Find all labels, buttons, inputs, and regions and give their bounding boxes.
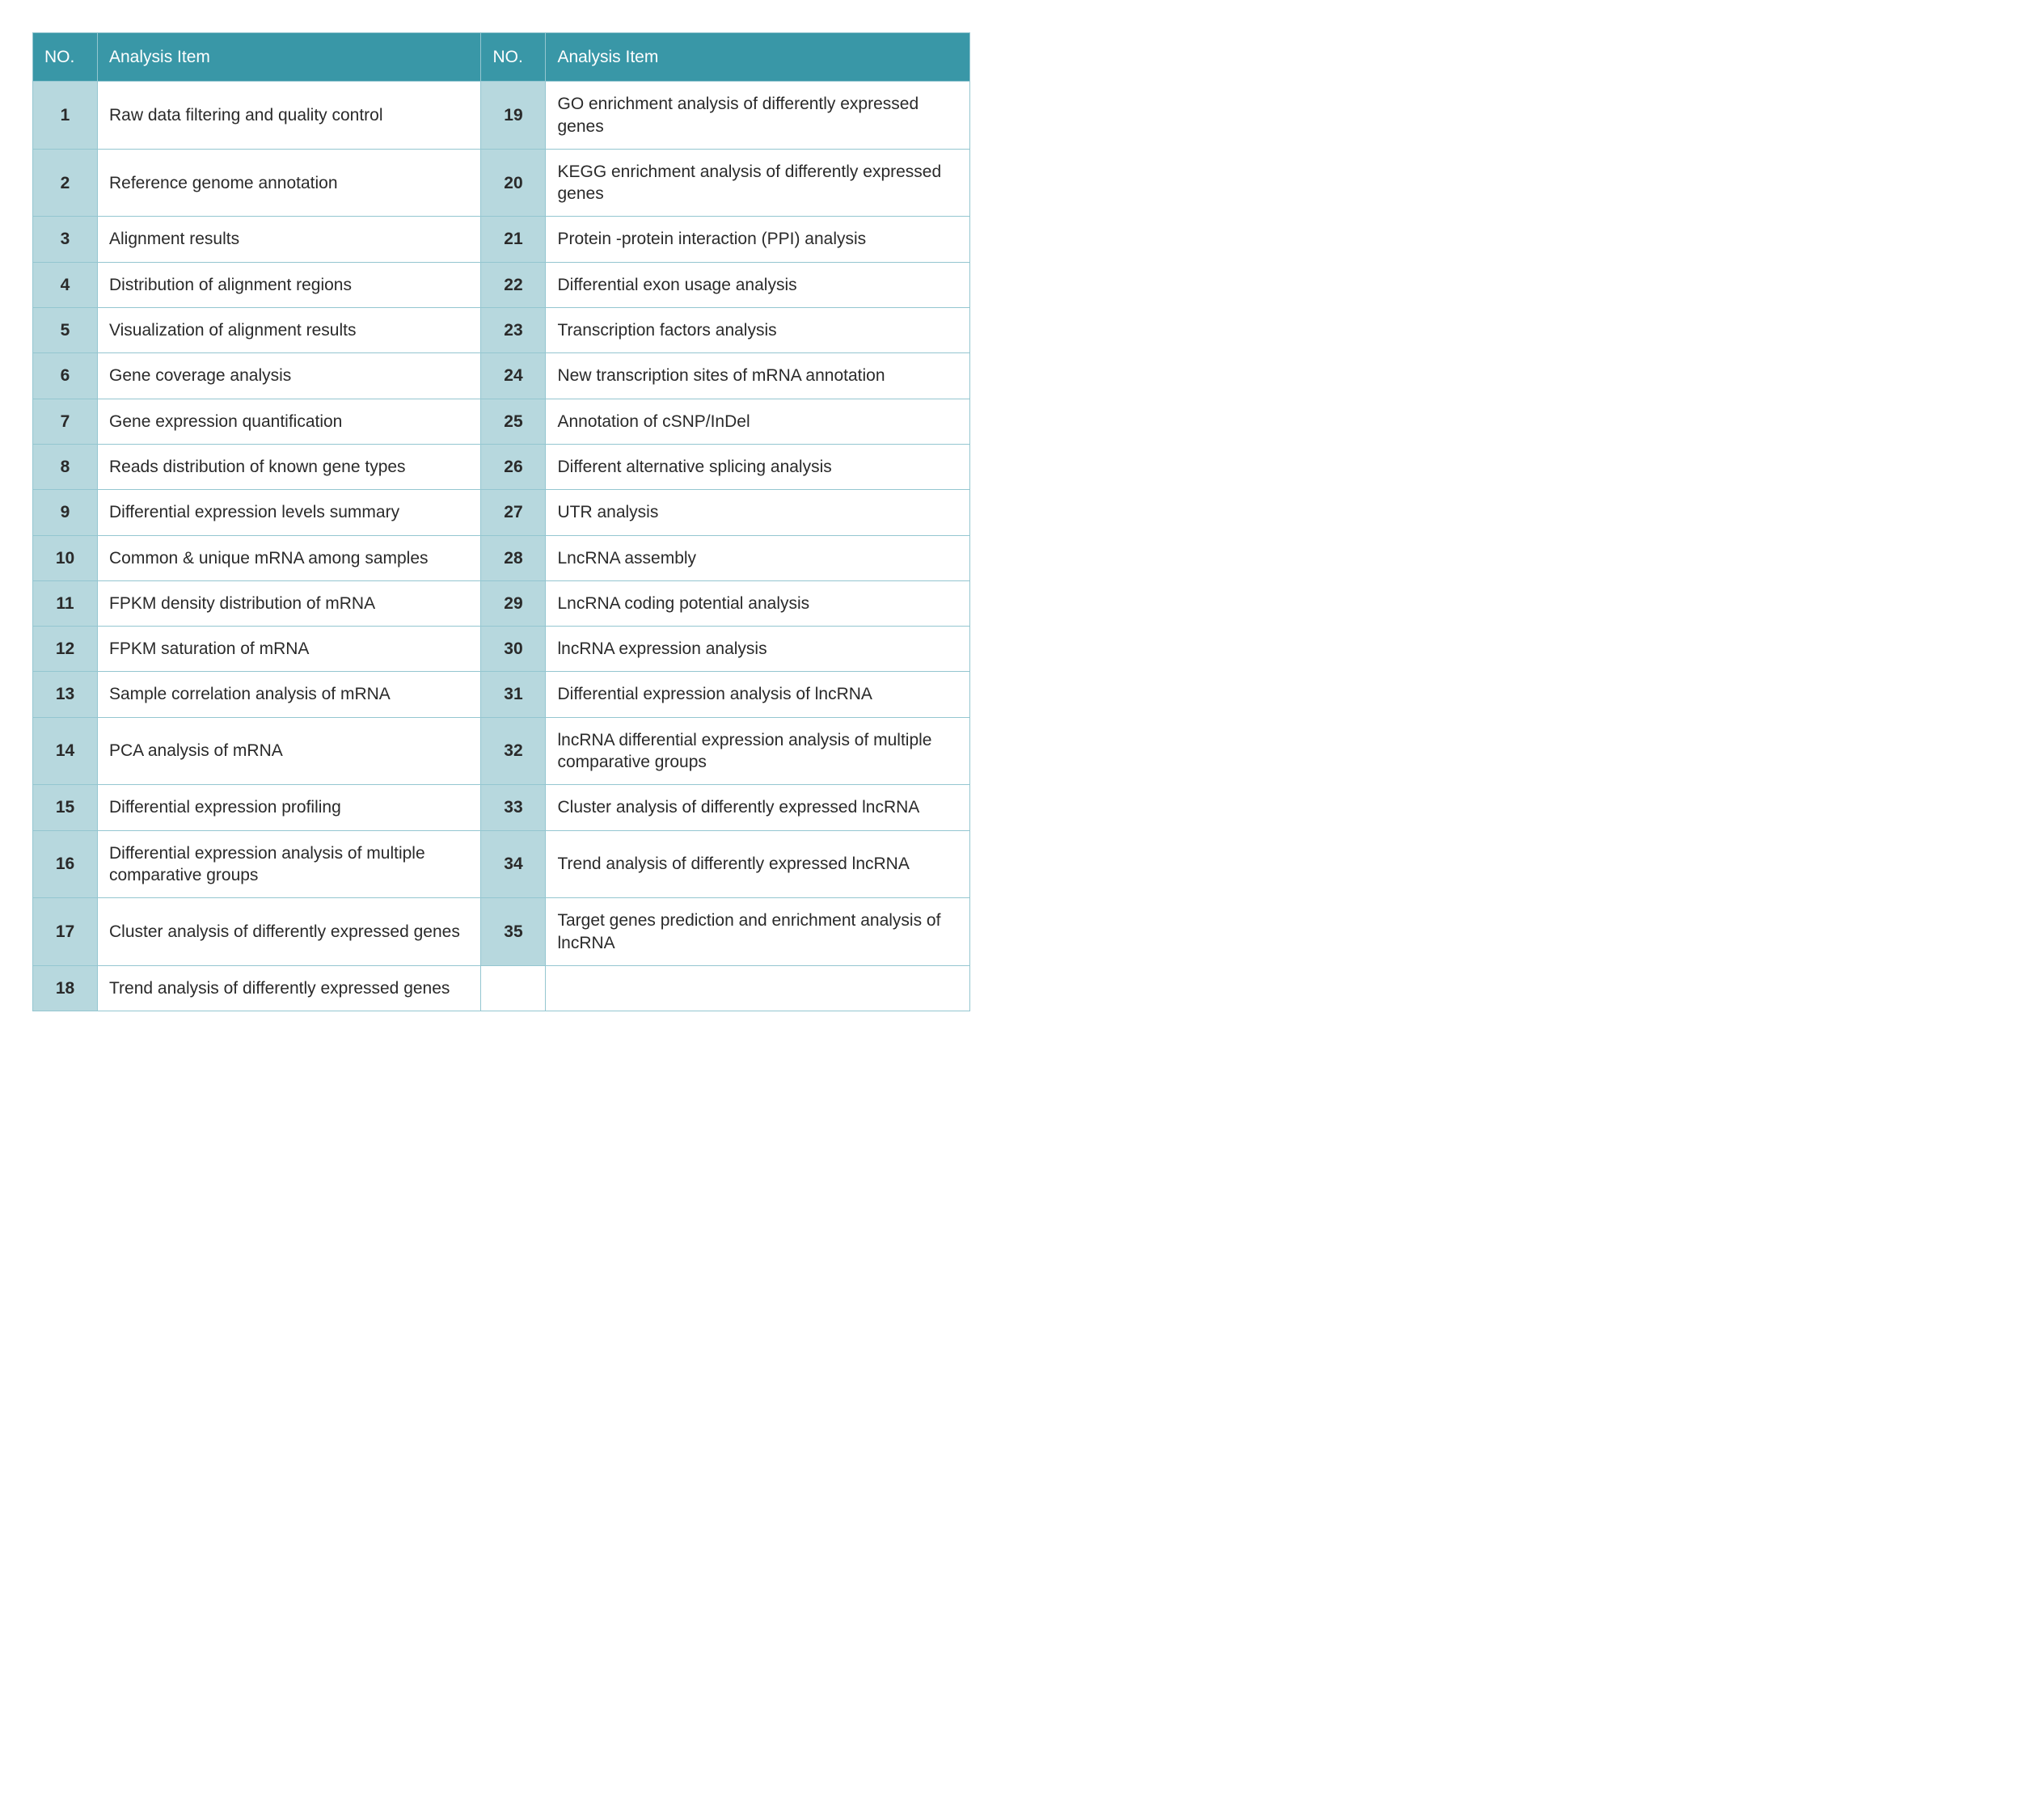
row-number-left: 7: [33, 399, 98, 444]
row-number-right: 24: [481, 353, 546, 399]
row-item-right: Cluster analysis of differently expresse…: [546, 785, 970, 830]
row-item-left: FPKM saturation of mRNA: [98, 627, 481, 672]
row-number-left: 11: [33, 580, 98, 626]
table-row: 18Trend analysis of differently expresse…: [33, 965, 970, 1011]
table-row: 9Differential expression levels summary2…: [33, 490, 970, 535]
row-item-right: KEGG enrichment analysis of differently …: [546, 149, 970, 217]
table-row: 2Reference genome annotation20KEGG enric…: [33, 149, 970, 217]
table-row: 11FPKM density distribution of mRNA29Lnc…: [33, 580, 970, 626]
table-row: 7Gene expression quantification25Annotat…: [33, 399, 970, 444]
table-row: 1Raw data filtering and quality control1…: [33, 82, 970, 150]
row-number-right: 21: [481, 217, 546, 262]
row-item-left: Differential expression profiling: [98, 785, 481, 830]
table-row: 3Alignment results21Protein -protein int…: [33, 217, 970, 262]
col-header-item-right: Analysis Item: [546, 33, 970, 82]
row-item-left: Sample correlation analysis of mRNA: [98, 672, 481, 717]
row-item-right: Annotation of cSNP/InDel: [546, 399, 970, 444]
row-item-right: Transcription factors analysis: [546, 308, 970, 353]
row-item-right: lncRNA differential expression analysis …: [546, 717, 970, 785]
row-number-left: 1: [33, 82, 98, 150]
row-number-left: 6: [33, 353, 98, 399]
col-header-no-left: NO.: [33, 33, 98, 82]
table-row: 15Differential expression profiling33Clu…: [33, 785, 970, 830]
row-item-left: Differential expression analysis of mult…: [98, 830, 481, 898]
row-number-left: 13: [33, 672, 98, 717]
table-row: 16Differential expression analysis of mu…: [33, 830, 970, 898]
row-item-left: Raw data filtering and quality control: [98, 82, 481, 150]
row-number-left: 8: [33, 444, 98, 489]
row-number-right: 32: [481, 717, 546, 785]
row-number-left: 4: [33, 262, 98, 307]
row-number-right: 20: [481, 149, 546, 217]
table-row: 5Visualization of alignment results23Tra…: [33, 308, 970, 353]
row-number-right: 26: [481, 444, 546, 489]
row-number-right: 25: [481, 399, 546, 444]
table-body: 1Raw data filtering and quality control1…: [33, 82, 970, 1011]
row-item-right: Protein -protein interaction (PPI) analy…: [546, 217, 970, 262]
row-item-left: Differential expression levels summary: [98, 490, 481, 535]
row-item-left: PCA analysis of mRNA: [98, 717, 481, 785]
row-item-right: LncRNA coding potential analysis: [546, 580, 970, 626]
row-item-left: Common & unique mRNA among samples: [98, 535, 481, 580]
table-row: 8Reads distribution of known gene types2…: [33, 444, 970, 489]
row-item-right: Differential exon usage analysis: [546, 262, 970, 307]
row-number-right: 31: [481, 672, 546, 717]
row-number-right: 29: [481, 580, 546, 626]
row-item-left: Cluster analysis of differently expresse…: [98, 898, 481, 966]
table-row: 17Cluster analysis of differently expres…: [33, 898, 970, 966]
row-item-left: Visualization of alignment results: [98, 308, 481, 353]
row-item-left: Trend analysis of differently expressed …: [98, 965, 481, 1011]
row-number-left: 17: [33, 898, 98, 966]
row-item-right: LncRNA assembly: [546, 535, 970, 580]
row-item-left: Reference genome annotation: [98, 149, 481, 217]
row-number-right: 27: [481, 490, 546, 535]
table-row: 4Distribution of alignment regions22Diff…: [33, 262, 970, 307]
row-number-right: 28: [481, 535, 546, 580]
row-item-left: FPKM density distribution of mRNA: [98, 580, 481, 626]
row-number-right: 35: [481, 898, 546, 966]
table-header-row: NO. Analysis Item NO. Analysis Item: [33, 33, 970, 82]
row-number-left: 10: [33, 535, 98, 580]
row-number-right: 22: [481, 262, 546, 307]
row-item-right: Target genes prediction and enrichment a…: [546, 898, 970, 966]
row-item-right: UTR analysis: [546, 490, 970, 535]
row-item-right: Different alternative splicing analysis: [546, 444, 970, 489]
row-item-right: New transcription sites of mRNA annotati…: [546, 353, 970, 399]
row-item-left: Reads distribution of known gene types: [98, 444, 481, 489]
row-number-left: 18: [33, 965, 98, 1011]
table-row: 13Sample correlation analysis of mRNA31D…: [33, 672, 970, 717]
row-number-right: 23: [481, 308, 546, 353]
col-header-item-left: Analysis Item: [98, 33, 481, 82]
row-item-left: Gene coverage analysis: [98, 353, 481, 399]
table-row: 6Gene coverage analysis24New transcripti…: [33, 353, 970, 399]
row-number-left: 16: [33, 830, 98, 898]
row-item-left: Alignment results: [98, 217, 481, 262]
row-number-right: 33: [481, 785, 546, 830]
row-number-right: 34: [481, 830, 546, 898]
table-row: 10Common & unique mRNA among samples28Ln…: [33, 535, 970, 580]
col-header-no-right: NO.: [481, 33, 546, 82]
row-item-right: lncRNA expression analysis: [546, 627, 970, 672]
row-item-left: Gene expression quantification: [98, 399, 481, 444]
row-item-right: [546, 965, 970, 1011]
row-number-left: 14: [33, 717, 98, 785]
row-number-right: [481, 965, 546, 1011]
row-number-left: 2: [33, 149, 98, 217]
analysis-items-table: NO. Analysis Item NO. Analysis Item 1Raw…: [32, 32, 970, 1011]
row-item-right: Trend analysis of differently expressed …: [546, 830, 970, 898]
row-number-left: 12: [33, 627, 98, 672]
row-number-right: 30: [481, 627, 546, 672]
table-row: 12FPKM saturation of mRNA30lncRNA expres…: [33, 627, 970, 672]
row-number-right: 19: [481, 82, 546, 150]
row-number-left: 5: [33, 308, 98, 353]
row-item-left: Distribution of alignment regions: [98, 262, 481, 307]
row-number-left: 3: [33, 217, 98, 262]
row-item-right: Differential expression analysis of lncR…: [546, 672, 970, 717]
row-number-left: 9: [33, 490, 98, 535]
row-number-left: 15: [33, 785, 98, 830]
table-row: 14PCA analysis of mRNA32lncRNA different…: [33, 717, 970, 785]
row-item-right: GO enrichment analysis of differently ex…: [546, 82, 970, 150]
